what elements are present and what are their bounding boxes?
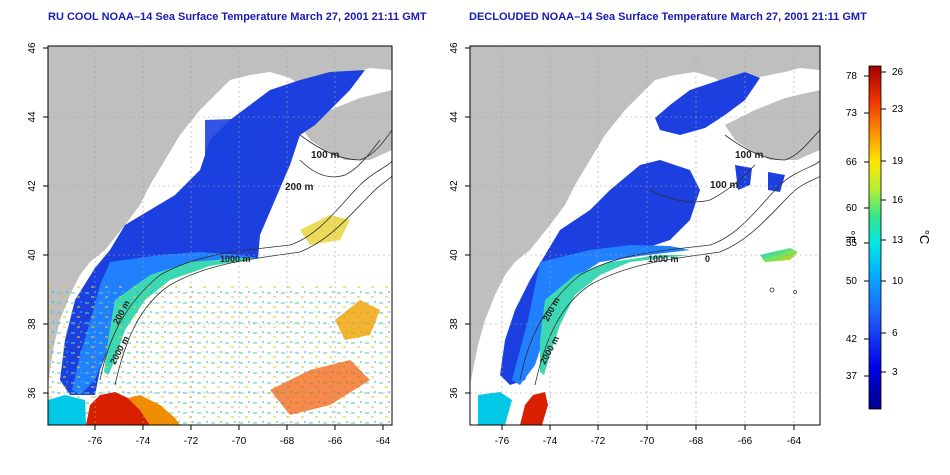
left-lon-tick: -72: [184, 436, 199, 447]
left-lon-tick: -70: [232, 436, 247, 447]
right-cold-water-east: [735, 165, 752, 190]
celsius-tick: 13: [892, 235, 904, 246]
left-map-title: RU COOL NOAA–14 Sea Surface Temperature …: [48, 11, 427, 23]
right-lon-tick: -66: [738, 436, 753, 447]
right-x-axis: -76 -74 -72 -70 -68 -66 -64: [495, 425, 802, 447]
left-label-100m: 100 m: [311, 150, 339, 161]
right-map-title: DECLOUDED NOAA–14 Sea Surface Temperatur…: [469, 11, 867, 23]
celsius-unit-label: °C: [917, 230, 932, 245]
fahrenheit-scale: 78 73 66 60 55 50 42 37: [846, 71, 869, 382]
left-bathymetry-contours: [99, 129, 392, 386]
fahrenheit-unit-label: °F: [843, 230, 858, 243]
left-lat-tick: 44: [27, 111, 38, 123]
left-cold-water-shelf: [60, 70, 365, 395]
right-warm-eddy-patch: [760, 248, 798, 262]
celsius-tick: 6: [892, 328, 898, 339]
right-label-100m-south: 100 m: [710, 180, 738, 191]
left-y-axis: 46 44 42 40 38 36: [27, 42, 48, 399]
left-nearshore-cyan: [48, 395, 86, 425]
left-warm-water: [86, 392, 150, 425]
right-cold-water-gulf-of-maine: [655, 72, 760, 135]
fahrenheit-tick: 60: [846, 203, 858, 214]
left-lon-tick: -66: [328, 436, 343, 447]
right-land: [470, 46, 820, 385]
left-lat-tick: 38: [27, 318, 38, 330]
right-graticule: [470, 46, 820, 425]
right-bathymetry-contours: [519, 129, 820, 386]
right-small-contour: [793, 290, 797, 294]
left-lon-tick: -76: [88, 436, 103, 447]
right-label-100m: 100 m: [735, 150, 763, 161]
left-lat-tick: 36: [27, 387, 38, 399]
celsius-tick: 16: [892, 195, 904, 206]
right-map-panel: 100 m 100 m 1000 m 0 2000 m 200 m -76 -7…: [449, 42, 821, 447]
left-lon-tick: -68: [280, 436, 295, 447]
right-nearshore-cyan: [478, 392, 512, 425]
fahrenheit-tick: 73: [846, 108, 858, 119]
right-lon-tick: -64: [787, 436, 802, 447]
fahrenheit-tick: 50: [846, 276, 858, 287]
right-lon-tick: -70: [640, 436, 655, 447]
fahrenheit-tick: 78: [846, 71, 858, 82]
left-nova-scotia: [300, 90, 392, 160]
temperature-colorbar: 78 73 66 60 55 50 42 37 26 23 19 16 13 1…: [843, 65, 932, 410]
right-map-frame: [469, 45, 821, 426]
right-lon-tick: -68: [689, 436, 704, 447]
colorbar-gradient: [868, 65, 882, 410]
right-label-zero: 0: [705, 254, 710, 264]
left-x-axis: -76 -74 -72 -70 -68 -66 -64: [88, 425, 391, 447]
right-lat-tick: 36: [449, 387, 460, 399]
left-graticule: [48, 46, 392, 425]
right-lon-tick: -72: [591, 436, 606, 447]
left-land: [48, 46, 392, 385]
celsius-tick: 10: [892, 276, 904, 287]
right-cool-band: [512, 245, 690, 385]
right-nova-scotia: [725, 90, 820, 160]
left-warm-water-fringe: [128, 395, 180, 425]
left-map-panel: 100 m 200 m 1000 m 2000 m 200 m -76 -74 …: [27, 42, 393, 447]
celsius-tick: 3: [892, 367, 898, 378]
right-shelf-break-front: [540, 255, 690, 375]
right-lat-tick: 46: [449, 42, 460, 54]
right-warm-water: [520, 392, 548, 425]
right-lon-tick: -74: [543, 436, 558, 447]
right-y-axis: 46 44 42 40 38 36: [449, 42, 470, 399]
left-lat-tick: 42: [27, 180, 38, 192]
right-lat-tick: 38: [449, 318, 460, 330]
left-lon-tick: -74: [136, 436, 151, 447]
fahrenheit-tick: 66: [846, 157, 858, 168]
left-map-frame: [47, 45, 393, 426]
right-cold-water-northeast: [768, 172, 785, 192]
left-lat-tick: 46: [27, 42, 38, 54]
left-cold-water-offshore-blob: [200, 118, 270, 215]
left-warm-eddy-2: [300, 215, 350, 245]
fahrenheit-tick: 42: [846, 334, 858, 345]
celsius-scale: 26 23 19 16 13 10 6 3: [881, 67, 904, 378]
left-lat-tick: 40: [27, 249, 38, 261]
celsius-tick: 23: [892, 104, 904, 115]
right-lat-tick: 44: [449, 111, 460, 123]
right-cold-water-shelf: [500, 160, 700, 385]
fahrenheit-tick: 55: [846, 238, 858, 249]
left-warm-eddy-1: [335, 300, 380, 340]
celsius-tick: 19: [892, 156, 904, 167]
left-warm-eddy-3: [270, 360, 370, 415]
right-lat-tick: 40: [449, 249, 460, 261]
left-label-1000m: 1000 m: [220, 254, 251, 264]
celsius-tick: 26: [892, 67, 904, 78]
right-small-contour: [769, 287, 775, 293]
right-lon-tick: -76: [495, 436, 510, 447]
left-lon-tick: -64: [376, 436, 391, 447]
left-label-200m: 200 m: [285, 182, 313, 193]
right-label-1000m: 1000 m: [648, 254, 679, 264]
fahrenheit-tick: 37: [846, 371, 858, 382]
right-lat-tick: 42: [449, 180, 460, 192]
